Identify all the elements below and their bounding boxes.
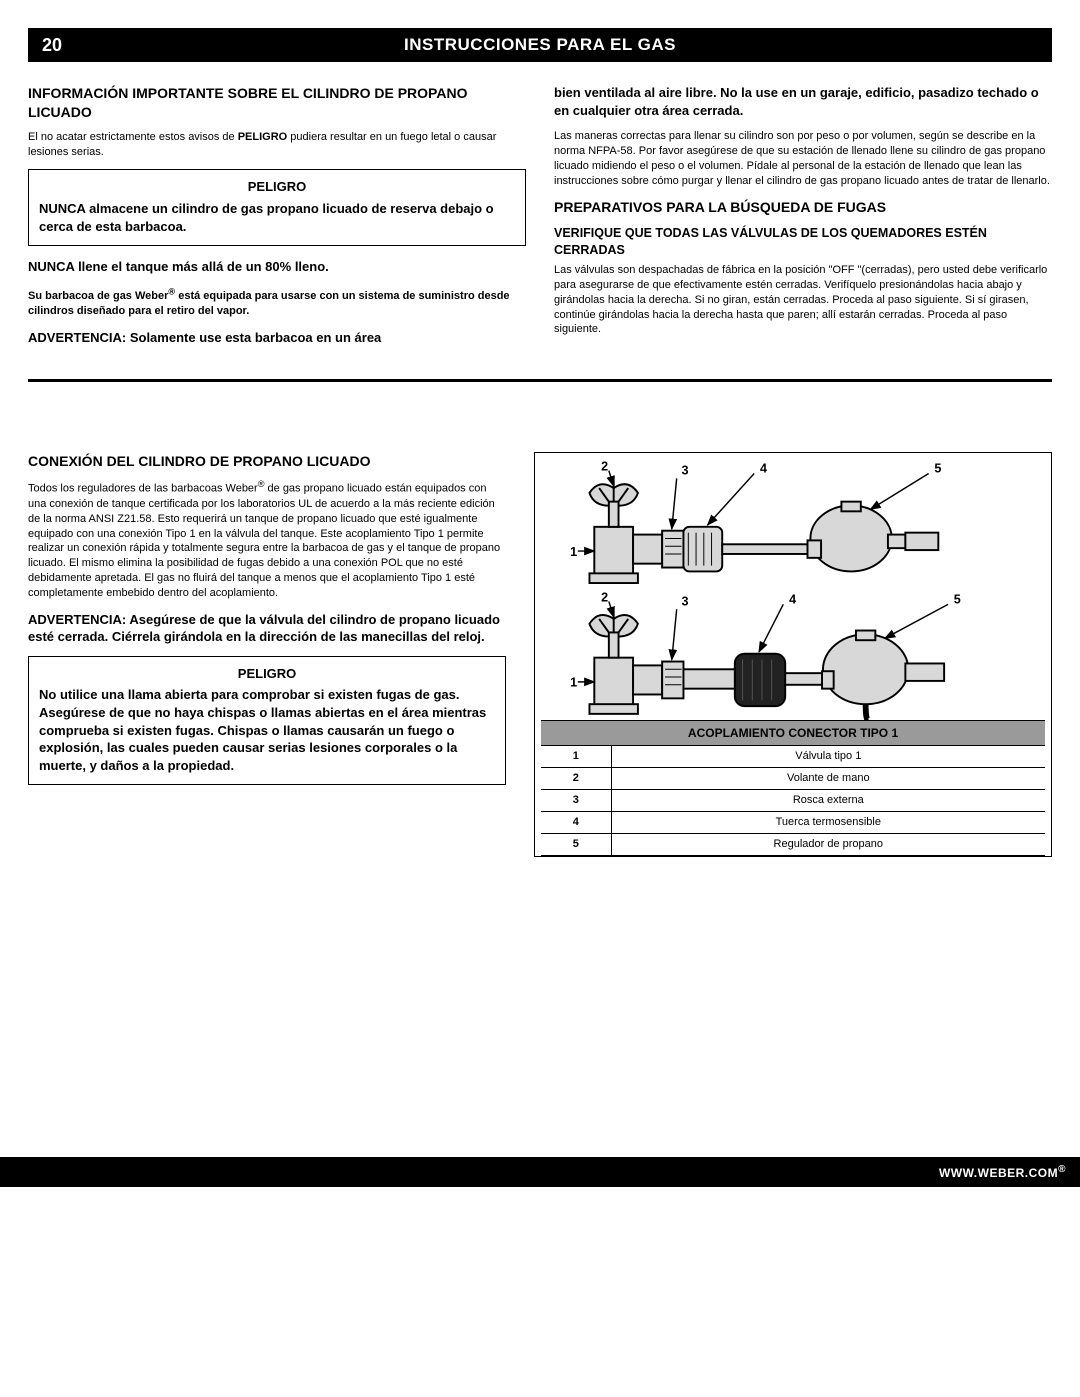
parts-cell-num: 5 bbox=[541, 833, 611, 855]
parts-cell-label: Válvula tipo 1 bbox=[611, 746, 1045, 767]
parts-cell-num: 4 bbox=[541, 811, 611, 833]
header-bar: 20 INSTRUCCIONES PARA EL GAS bbox=[28, 28, 1052, 62]
upper-section: INFORMACIÓN IMPORTANTE SOBRE EL CILINDRO… bbox=[28, 84, 1052, 357]
diagram-label-3-top: 3 bbox=[682, 463, 689, 477]
diagram-label-2-bottom: 2 bbox=[601, 590, 608, 604]
table-row: 5 Regulador de propano bbox=[541, 833, 1045, 855]
table-row: 3 Rosca externa bbox=[541, 790, 1045, 812]
table-row: 4 Tuerca termosensible bbox=[541, 811, 1045, 833]
danger-label-1: PELIGRO bbox=[39, 178, 515, 196]
valve-closed-warning: ADVERTENCIA: Asegúrese de que la válvula… bbox=[28, 611, 506, 646]
connector-diagram: 1 2 3 4 5 bbox=[541, 459, 1045, 721]
parts-cell-label: Rosca externa bbox=[611, 790, 1045, 812]
table-row: 2 Volante de mano bbox=[541, 768, 1045, 790]
filling-paragraph: Las maneras correctas para llenar su cil… bbox=[554, 129, 1052, 188]
warning-continuation: bien ventilada al aire libre. No la use … bbox=[554, 84, 1052, 119]
warning-area-line: ADVERTENCIA: Solamente use esta barbacoa… bbox=[28, 329, 526, 347]
parts-cell-num: 3 bbox=[541, 790, 611, 812]
footer-bar: WWW.WEBER.COM® bbox=[0, 1157, 1080, 1187]
intro-text: El no acatar estrictamente estos avisos … bbox=[28, 130, 526, 160]
page-body: 20 INSTRUCCIONES PARA EL GAS INFORMACIÓN… bbox=[0, 0, 1080, 857]
connection-paragraph: Todos los reguladores de las barbacoas W… bbox=[28, 478, 506, 600]
section-heading-leak: PREPARATIVOS PARA LA BÚSQUEDA DE FUGAS bbox=[554, 198, 1052, 217]
parts-cell-num: 2 bbox=[541, 768, 611, 790]
diagram-label-3-bottom: 3 bbox=[682, 594, 689, 608]
parts-table-header: ACOPLAMIENTO CONECTOR TIPO 1 bbox=[541, 720, 1045, 746]
parts-cell-label: Tuerca termosensible bbox=[611, 811, 1045, 833]
danger-text-2: No utilice una llama abierta para compro… bbox=[39, 686, 495, 774]
intro-prefix: El no acatar estrictamente estos avisos … bbox=[28, 131, 238, 143]
diagram-label-5-bottom: 5 bbox=[954, 592, 961, 606]
footer-url: WWW.WEBER.COM bbox=[939, 1166, 1058, 1180]
upper-right-column: bien ventilada al aire libre. No la use … bbox=[554, 84, 1052, 357]
section-heading-info: INFORMACIÓN IMPORTANTE SOBRE EL CILINDRO… bbox=[28, 84, 526, 122]
diagram-label-4-bottom: 4 bbox=[789, 592, 796, 606]
upper-left-column: INFORMACIÓN IMPORTANTE SOBRE EL CILINDRO… bbox=[28, 84, 526, 357]
parts-table: 1 Válvula tipo 1 2 Volante de mano 3 Ros… bbox=[541, 746, 1045, 855]
valves-paragraph: Las válvulas son despachadas de fábrica … bbox=[554, 263, 1052, 337]
equip-note: Su barbacoa de gas Weber® está equipada … bbox=[28, 286, 526, 319]
danger-box-1: PELIGRO NUNCA almacene un cilindro de ga… bbox=[28, 169, 526, 246]
danger-label-2: PELIGRO bbox=[39, 665, 495, 683]
fill-limit-line: NUNCA llene el tanque más allá de un 80%… bbox=[28, 258, 526, 276]
section-heading-connection: CONEXIÓN DEL CILINDRO DE PROPANO LICUADO bbox=[28, 452, 506, 471]
lower-section: CONEXIÓN DEL CILINDRO DE PROPANO LICUADO… bbox=[28, 452, 1052, 857]
intro-bold-word: PELIGRO bbox=[238, 131, 288, 143]
danger-box-2: PELIGRO No utilice una llama abierta par… bbox=[28, 656, 506, 785]
diagram-label-1-bottom: 1 bbox=[570, 675, 577, 689]
conn-para-suffix: de gas propano licuado están equipados c… bbox=[28, 483, 500, 599]
lower-left-column: CONEXIÓN DEL CILINDRO DE PROPANO LICUADO… bbox=[28, 452, 506, 857]
diagram-label-4-top: 4 bbox=[760, 461, 767, 475]
parts-cell-num: 1 bbox=[541, 746, 611, 767]
equip-prefix: Su barbacoa de gas Weber bbox=[28, 290, 168, 302]
valves-closed-heading: VERIFIQUE QUE TODAS LAS VÁLVULAS DE LOS … bbox=[554, 225, 1052, 259]
danger-text-1: NUNCA almacene un cilindro de gas propan… bbox=[39, 200, 515, 235]
parts-cell-label: Volante de mano bbox=[611, 768, 1045, 790]
diagram-label-5-top: 5 bbox=[935, 461, 942, 475]
diagram-container: 1 2 3 4 5 bbox=[534, 452, 1052, 857]
page-title: INSTRUCCIONES PARA EL GAS bbox=[28, 34, 1052, 57]
conn-para-prefix: Todos los reguladores de las barbacoas W… bbox=[28, 483, 258, 495]
parts-cell-label: Regulador de propano bbox=[611, 833, 1045, 855]
table-row: 1 Válvula tipo 1 bbox=[541, 746, 1045, 767]
lower-right-column: 1 2 3 4 5 bbox=[534, 452, 1052, 857]
reg-mark-icon: ® bbox=[1058, 1164, 1066, 1175]
diagram-label-2-top: 2 bbox=[601, 459, 608, 473]
divider-line bbox=[28, 379, 1052, 382]
diagram-label-1-top: 1 bbox=[570, 544, 577, 558]
